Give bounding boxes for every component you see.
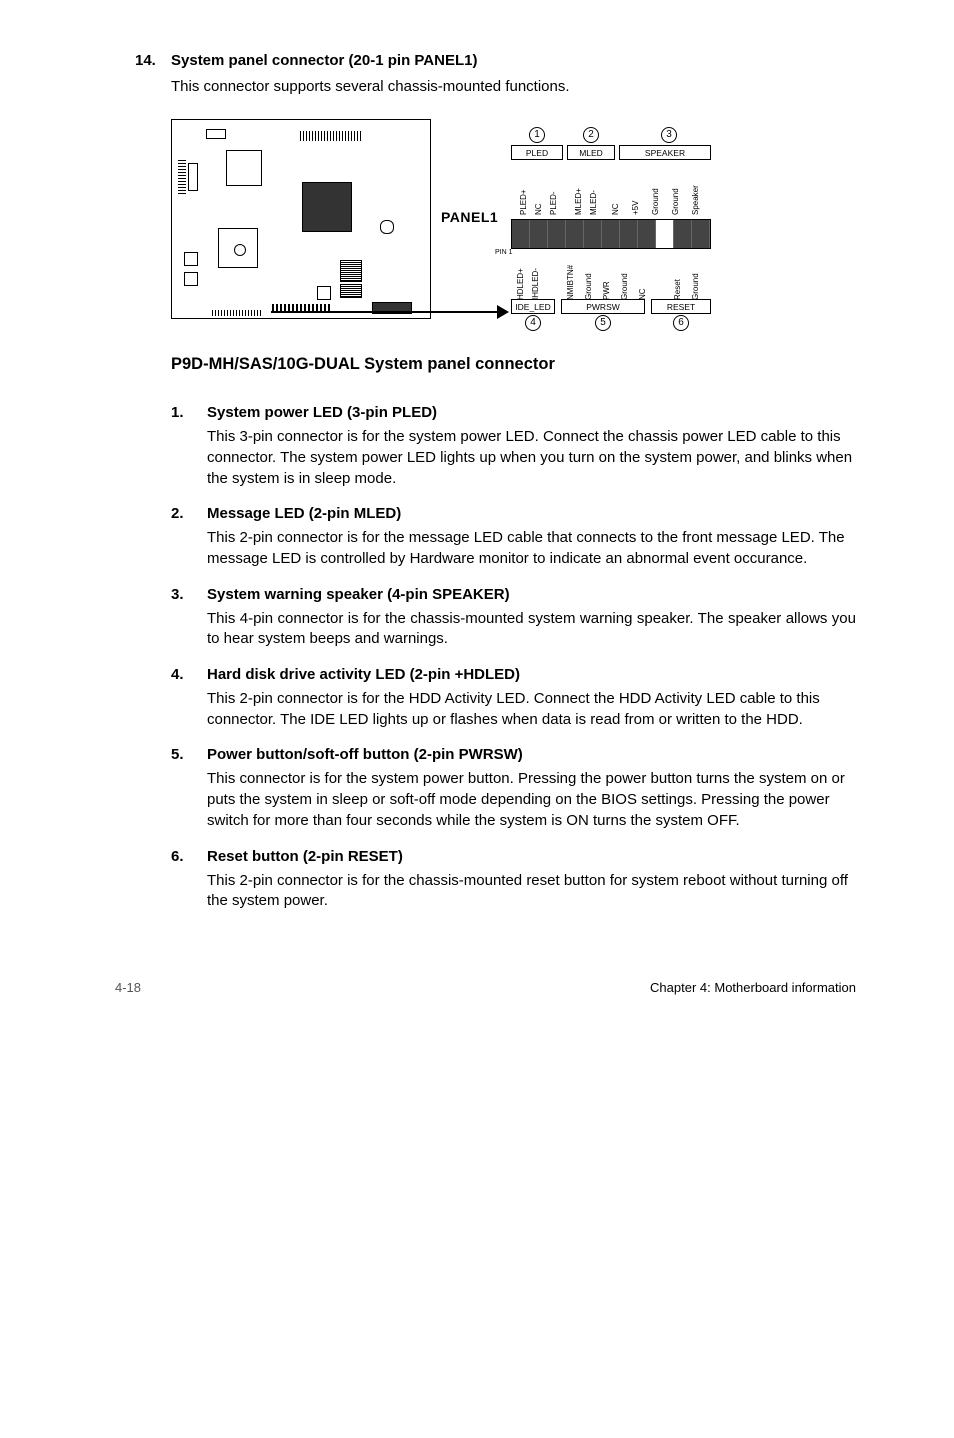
motherboard-outline xyxy=(171,119,431,319)
item-title: Hard disk drive activity LED (2-pin +HDL… xyxy=(207,666,520,683)
item-desc: This connector is for the system power b… xyxy=(207,769,856,831)
pin-box-reset: RESET xyxy=(651,299,711,314)
pin-labels-top: PLED+ NC PLED- MLED+ MLED- NC +5V Ground… xyxy=(511,167,711,219)
pin-box-pled: PLED xyxy=(511,145,563,160)
pin-header-block xyxy=(511,219,711,249)
item-3: 3. System warning speaker (4-pin SPEAKER… xyxy=(171,586,856,650)
item-1: 1. System power LED (3-pin PLED) This 3-… xyxy=(171,404,856,489)
section-header: 14. System panel connector (20-1 pin PAN… xyxy=(135,52,856,69)
item-number: 2. xyxy=(171,505,207,522)
pin-box-pwrsw: PWRSW xyxy=(561,299,645,314)
pin-group-1: 1 xyxy=(529,127,545,143)
item-2: 2. Message LED (2-pin MLED) This 2-pin c… xyxy=(171,505,856,569)
item-5: 5. Power button/soft-off button (2-pin P… xyxy=(171,746,856,831)
pin-group-6: 6 xyxy=(673,315,689,331)
pin-group-4: 4 xyxy=(525,315,541,331)
section-desc: This connector supports several chassis-… xyxy=(171,77,856,97)
item-title: Power button/soft-off button (2-pin PWRS… xyxy=(207,746,523,763)
diagram-container: PANEL1 1 2 3 PLED MLED SPEAKER PLED+ NC … xyxy=(171,119,856,374)
pin-group-2: 2 xyxy=(583,127,599,143)
pin-box-ideled: IDE_LED xyxy=(511,299,555,314)
pin-labels-bottom: HDLED+ IHDLED- NMIBTN# Ground PWR Ground… xyxy=(511,252,711,302)
pin-group-3: 3 xyxy=(661,127,677,143)
diagram-caption: P9D-MH/SAS/10G-DUAL System panel connect… xyxy=(171,355,856,374)
item-desc: This 2-pin connector is for the message … xyxy=(207,528,856,569)
item-desc: This 2-pin connector is for the chassis-… xyxy=(207,871,856,912)
panel-label: PANEL1 xyxy=(441,209,498,225)
item-number: 6. xyxy=(171,848,207,865)
item-number: 1. xyxy=(171,404,207,421)
arrow-head-icon xyxy=(497,305,509,319)
chapter-label: Chapter 4: Motherboard information xyxy=(650,980,856,995)
connector-diagram: PANEL1 1 2 3 PLED MLED SPEAKER PLED+ NC … xyxy=(171,119,711,349)
item-title: Reset button (2-pin RESET) xyxy=(207,848,403,865)
item-desc: This 2-pin connector is for the HDD Acti… xyxy=(207,689,856,730)
item-number: 4. xyxy=(171,666,207,683)
pinout-detail: 1 2 3 PLED MLED SPEAKER PLED+ NC PLED- M… xyxy=(511,127,716,317)
item-6: 6. Reset button (2-pin RESET) This 2-pin… xyxy=(171,848,856,912)
item-number: 3. xyxy=(171,586,207,603)
item-title: System warning speaker (4-pin SPEAKER) xyxy=(207,586,510,603)
item-desc: This 3-pin connector is for the system p… xyxy=(207,427,856,489)
item-title: System power LED (3-pin PLED) xyxy=(207,404,437,421)
item-number: 5. xyxy=(171,746,207,763)
item-desc: This 4-pin connector is for the chassis-… xyxy=(207,609,856,650)
page-number: 4-18 xyxy=(115,980,141,995)
section-number: 14. xyxy=(135,52,171,69)
page-footer: 4-18 Chapter 4: Motherboard information xyxy=(0,968,954,1017)
section-title: System panel connector (20-1 pin PANEL1) xyxy=(171,52,477,69)
pin-box-speaker: SPEAKER xyxy=(619,145,711,160)
pin1-label: PIN 1 xyxy=(495,249,513,256)
arrow-line xyxy=(271,311,501,313)
pin-box-mled: MLED xyxy=(567,145,615,160)
pin-group-5: 5 xyxy=(595,315,611,331)
item-title: Message LED (2-pin MLED) xyxy=(207,505,401,522)
item-4: 4. Hard disk drive activity LED (2-pin +… xyxy=(171,666,856,730)
